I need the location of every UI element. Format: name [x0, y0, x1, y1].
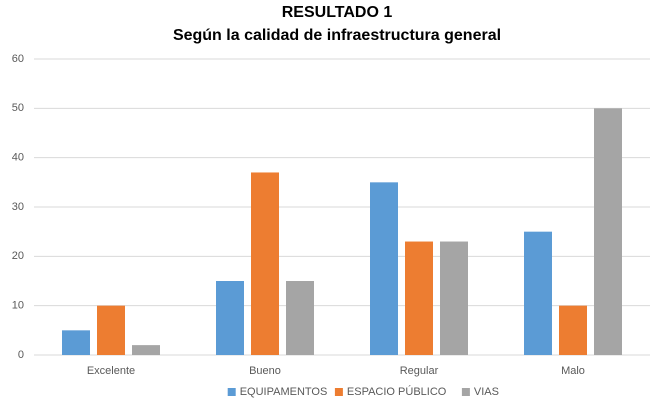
legend-label: ESPACIO PÚBLICO — [347, 385, 447, 398]
y-tick-label: 60 — [12, 53, 24, 65]
bar — [524, 231, 552, 355]
x-tick-label: Regular — [400, 365, 439, 377]
y-tick-label: 40 — [12, 152, 24, 164]
legend-swatch — [461, 388, 470, 396]
bar — [132, 345, 160, 355]
legend-swatch — [227, 388, 236, 396]
y-tick-label: 10 — [12, 300, 24, 312]
bar — [62, 330, 90, 355]
bar — [286, 281, 314, 355]
bar — [97, 305, 125, 355]
x-tick-label: Malo — [561, 365, 585, 377]
bar — [559, 305, 587, 355]
y-tick-label: 0 — [18, 349, 24, 361]
y-tick-label: 20 — [12, 250, 24, 262]
legend-label: EQUIPAMENTOS — [240, 386, 328, 398]
bar — [594, 108, 622, 355]
legend-label: VIAS — [474, 386, 499, 398]
legend-swatch — [334, 388, 343, 396]
x-tick-label: Bueno — [249, 365, 281, 377]
bar — [440, 241, 468, 355]
bar — [251, 172, 279, 355]
x-tick-label: Excelente — [87, 365, 135, 377]
bar — [370, 182, 398, 355]
y-tick-label: 30 — [12, 201, 24, 213]
bar — [405, 241, 433, 355]
bar — [216, 281, 244, 355]
y-tick-label: 50 — [12, 102, 24, 114]
chart-title: RESULTADO 1 — [282, 4, 393, 21]
chart-subtitle: Según la calidad de infraestructura gene… — [173, 27, 501, 44]
